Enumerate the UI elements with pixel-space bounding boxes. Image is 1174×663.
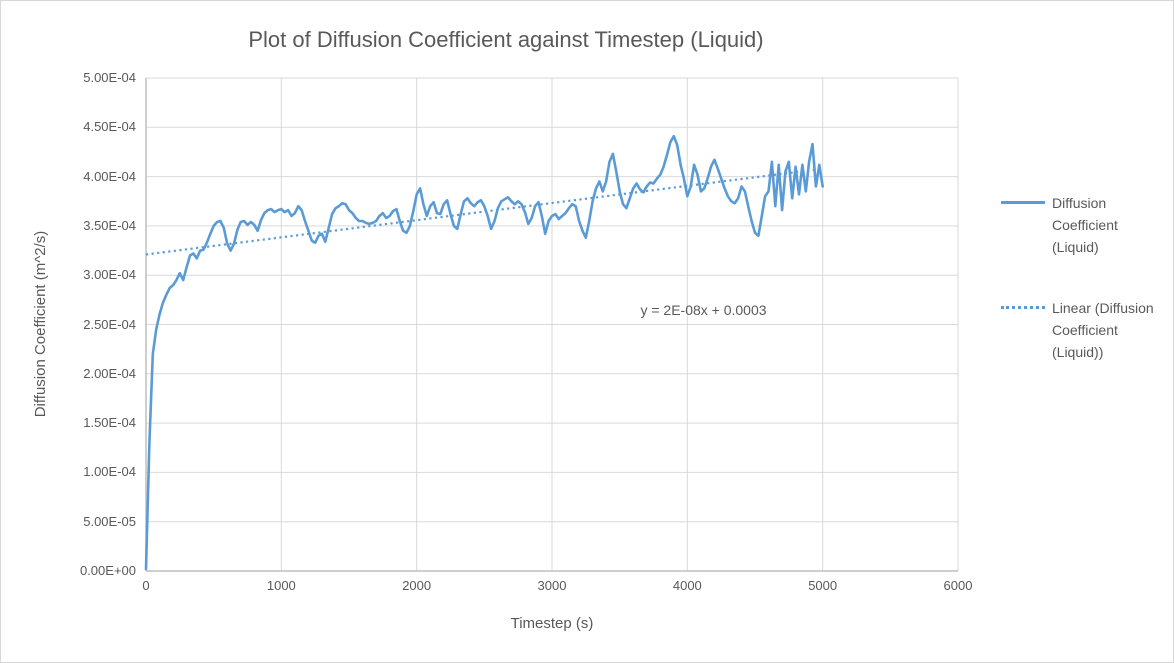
solid-line-sample-icon bbox=[1001, 201, 1045, 204]
legend-label: Diffusion Coefficient (Liquid) bbox=[1052, 195, 1118, 255]
y-axis-tick-label: 1.00E-04 bbox=[83, 464, 136, 480]
y-axis-tick-label: 0.00E+00 bbox=[79, 563, 136, 578]
series-line-diffusion-coefficient[interactable] bbox=[144, 134, 824, 571]
legend-label: Linear (Diffusion Coefficient (Liquid)) bbox=[1052, 300, 1154, 360]
x-axis-tick-label: 2000 bbox=[402, 578, 432, 593]
x-axis-tick-label: 4000 bbox=[672, 578, 702, 593]
trendline[interactable] bbox=[145, 167, 823, 256]
y-axis-title: Diffusion Coefficient (m^2/s) bbox=[32, 230, 49, 418]
x-axis-tick-label: 3000 bbox=[537, 578, 567, 593]
y-axis-tick-label: 5.00E-05 bbox=[83, 513, 136, 529]
dotted-line-sample-icon bbox=[1001, 306, 1045, 309]
x-axis-tick-label: 5000 bbox=[808, 578, 838, 593]
x-axis-tick-label: 6000 bbox=[943, 578, 973, 593]
y-axis-tick-label: 5.00E-04 bbox=[83, 70, 136, 85]
x-axis-title: Timestep (s) bbox=[510, 615, 594, 632]
x-axis-tick-label: 0 bbox=[142, 578, 150, 593]
legend-item-diffusion-coefficient[interactable]: Diffusion Coefficient (Liquid) bbox=[1001, 192, 1166, 258]
legend-item-linear-trendline[interactable]: Linear (Diffusion Coefficient (Liquid)) bbox=[1001, 297, 1166, 363]
chart-title: Plot of Diffusion Coefficient against Ti… bbox=[248, 27, 764, 52]
x-axis-tick-label: 1000 bbox=[266, 578, 296, 593]
y-axis-tick-label: 3.00E-04 bbox=[83, 267, 136, 283]
trendline-equation: y = 2E-08x + 0.0003 bbox=[640, 302, 767, 318]
y-axis-tick-label: 2.50E-04 bbox=[83, 316, 136, 332]
y-axis-tick-label: 4.00E-04 bbox=[83, 168, 136, 184]
legend: Diffusion Coefficient (Liquid) Linear (D… bbox=[1001, 192, 1166, 402]
y-axis-tick-label: 3.50E-04 bbox=[83, 217, 136, 233]
y-axis-tick-label: 2.00E-04 bbox=[83, 365, 136, 381]
y-axis-tick-label: 1.50E-04 bbox=[83, 415, 136, 431]
y-axis-tick-label: 4.50E-04 bbox=[83, 119, 136, 135]
